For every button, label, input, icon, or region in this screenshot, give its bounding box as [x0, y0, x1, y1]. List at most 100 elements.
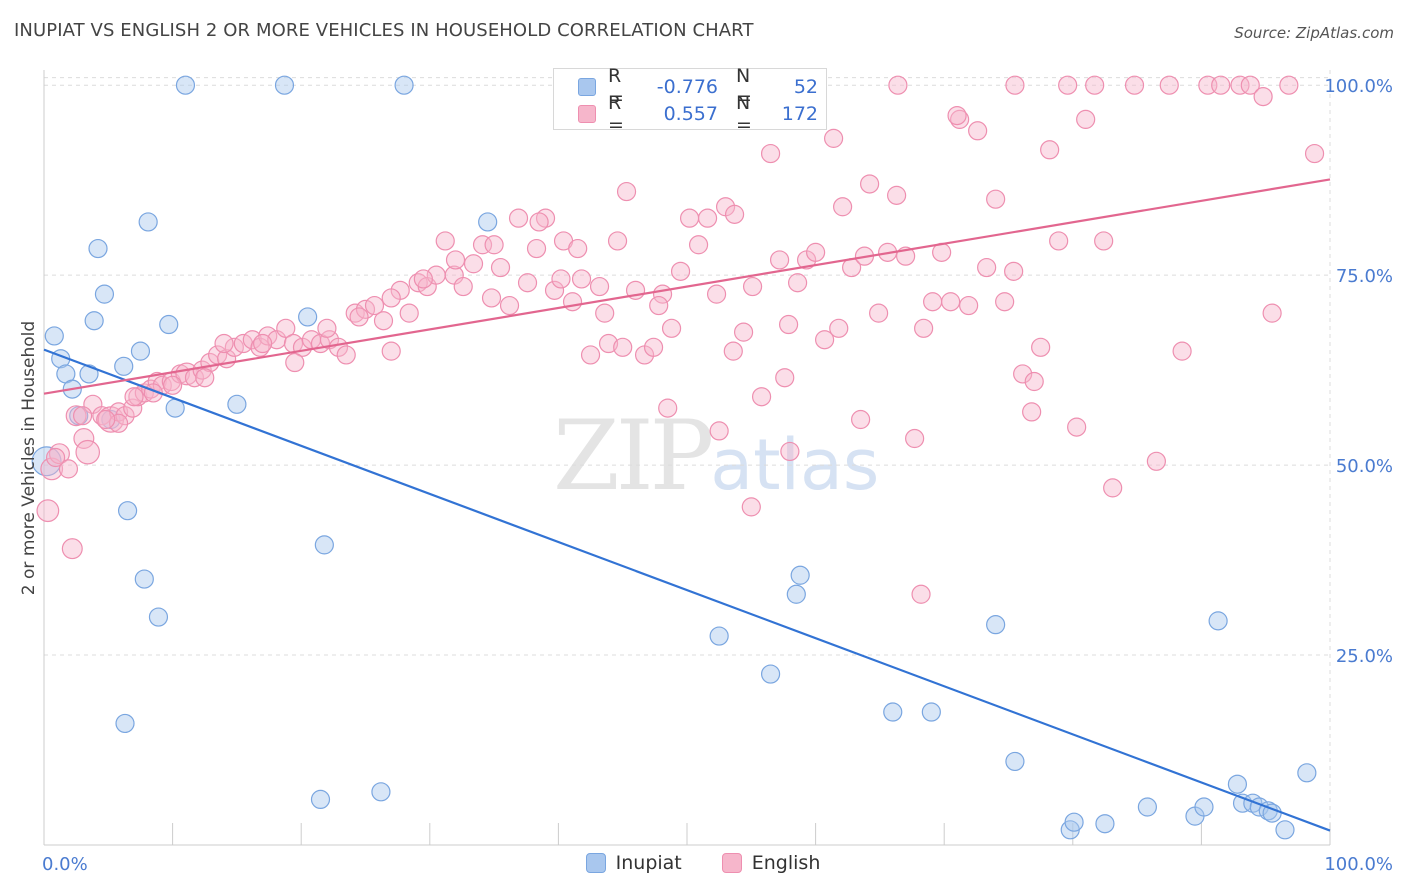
english-point	[923, 292, 943, 312]
english-point	[1049, 231, 1069, 251]
english-point	[399, 303, 419, 323]
legend-n-label: N =	[736, 92, 752, 136]
english-point	[484, 235, 504, 255]
english-point	[65, 405, 87, 427]
english-point	[1172, 341, 1192, 361]
english-point	[214, 333, 234, 354]
inupiat-point	[394, 75, 414, 95]
legend-n-value: 52	[793, 76, 818, 98]
english-point	[780, 441, 800, 462]
english-point	[661, 318, 682, 338]
english-point	[413, 269, 433, 289]
english-point	[195, 368, 215, 388]
inupiat-point	[986, 615, 1006, 635]
inupiat-point	[134, 569, 154, 589]
english-point	[1058, 75, 1078, 95]
english-point	[115, 406, 135, 426]
english-point	[1013, 364, 1033, 384]
axes	[43, 70, 1331, 846]
grid-lines	[44, 70, 1331, 845]
english-point	[364, 295, 385, 316]
english-point	[706, 284, 727, 304]
english-point	[490, 257, 511, 278]
inupiat-point	[314, 535, 334, 555]
inupiat-point	[921, 702, 941, 722]
english-point	[995, 292, 1015, 312]
inupiat-point	[138, 212, 158, 232]
english-point	[1230, 75, 1250, 95]
inupiat-point	[175, 75, 196, 95]
inupiat-point	[1275, 820, 1295, 840]
inupiat-point	[760, 664, 781, 684]
inupiat-point	[478, 212, 498, 232]
legend-n-label: N =	[736, 65, 752, 109]
english-point	[551, 269, 571, 289]
y-tick-label: 50.0%	[1336, 456, 1393, 477]
english-point	[1279, 75, 1299, 95]
english-point	[285, 352, 305, 373]
watermark-zip: ZIP	[553, 400, 714, 512]
english-point	[968, 121, 988, 141]
english-point	[526, 238, 547, 259]
inupiat-point	[115, 713, 135, 734]
english-point	[463, 254, 484, 274]
english-point	[742, 276, 763, 297]
legend-r-value: 0.557	[663, 103, 718, 125]
english-point	[679, 208, 700, 228]
inupiat-point	[298, 307, 318, 327]
inupiat-point	[1095, 814, 1115, 834]
inupiat-point	[84, 311, 104, 331]
english-point	[1040, 140, 1060, 160]
english-point	[824, 128, 844, 148]
inupiat-point	[79, 364, 99, 384]
watermark: ZIPatlas	[553, 400, 879, 512]
english-point	[607, 231, 628, 251]
y-tick-label: 75.0%	[1336, 266, 1393, 287]
english-point	[345, 303, 365, 323]
english-point	[124, 387, 144, 407]
english-point	[787, 273, 808, 293]
english-point	[61, 538, 83, 560]
legend-item-english[interactable]: English	[721, 852, 820, 874]
english-point	[1024, 371, 1044, 392]
english-point	[959, 295, 979, 316]
trend-lines	[43, 178, 1331, 832]
legend-n-value: 172	[781, 103, 818, 125]
english-point	[45, 447, 66, 468]
english-point	[580, 345, 601, 365]
inupiat-point	[148, 607, 169, 627]
english-point	[373, 311, 394, 331]
y-tick-label: 25.0%	[1336, 646, 1393, 667]
legend-r-value: -0.776	[656, 76, 718, 98]
english-point	[1076, 109, 1096, 129]
chart-title: INUPIAT VS ENGLISH 2 OR MORE VEHICLES IN…	[14, 20, 754, 41]
english-trend-line	[43, 178, 1331, 395]
english-point	[805, 242, 826, 262]
english-point	[562, 292, 583, 312]
y-axis-label: 2 or more Vehicles in Household	[19, 321, 39, 595]
inupiat-trend-line	[43, 348, 1331, 832]
legend-r-label: R =	[608, 65, 624, 109]
legend-swatch-english	[578, 105, 596, 123]
english-point	[598, 333, 619, 354]
english-point	[1067, 417, 1087, 437]
english-point	[508, 208, 529, 228]
inupiat-point	[1227, 774, 1248, 794]
inupiat-point	[130, 341, 151, 361]
inupiat-point	[1297, 763, 1317, 783]
english-point	[589, 276, 610, 297]
english-point	[453, 276, 473, 297]
english-point	[242, 330, 262, 350]
english-point	[1103, 478, 1123, 498]
english-point	[381, 288, 401, 308]
series-english	[36, 75, 1325, 604]
english-point	[72, 406, 93, 426]
legend-item-inupiat[interactable]: Inupiat	[585, 852, 682, 874]
english-point	[445, 250, 466, 270]
inupiat-point	[94, 284, 115, 304]
inupiat-point	[786, 584, 806, 604]
legend-label-inupiat: Inupiat	[615, 852, 682, 874]
english-point	[1005, 75, 1025, 95]
legend-row-english: R = 0.557 N = 172	[578, 92, 818, 136]
english-point	[643, 337, 664, 357]
